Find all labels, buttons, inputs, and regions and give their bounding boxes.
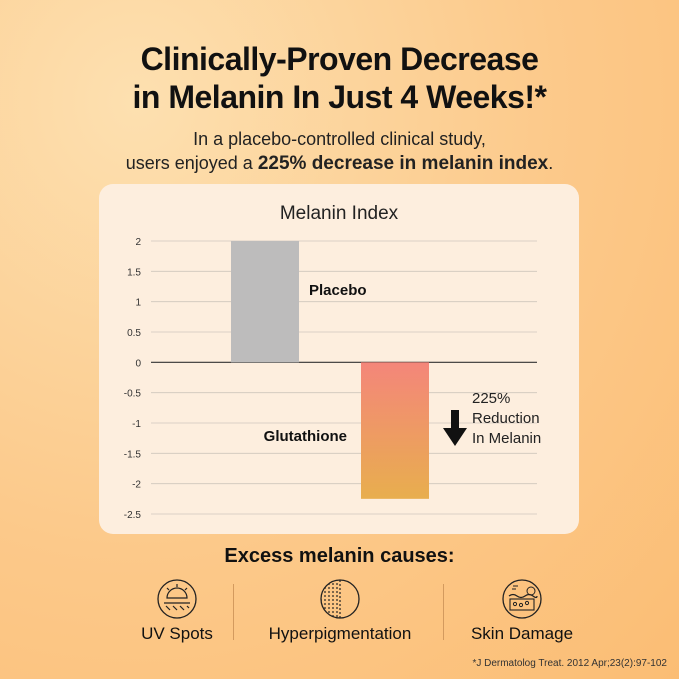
subtitle-line-2-suffix: . [548, 153, 554, 173]
cause-label-hyperpigmentation: Hyperpigmentation [268, 624, 412, 643]
y-tick-label: 1.5 [127, 267, 141, 278]
chart-card: Melanin Index 2 1.5 1 0.5 0 -0.5 -1 -1.5 -2 -2.5 … [99, 184, 579, 534]
chart-bars [231, 241, 429, 499]
y-tick-label: -1 [132, 419, 141, 430]
y-tick-label: -1.5 [124, 449, 142, 460]
headline: Clinically-Proven Decrease in Melanin In… [0, 40, 679, 116]
bar-label-glutathione: Glutathione [264, 428, 347, 445]
y-tick-label: -0.5 [124, 389, 142, 400]
cause-skin-damage: Skin Damage [460, 578, 584, 644]
y-tick-label: -2 [132, 480, 141, 491]
subtitle-line-1: In a placebo-controlled clinical study, [193, 129, 486, 149]
down-arrow-icon [443, 410, 467, 446]
annotation-line-2: Reduction [472, 410, 540, 427]
cause-uv-spots: UV Spots [126, 578, 228, 644]
bar-label-placebo: Placebo [309, 282, 367, 299]
bar-placebo [231, 241, 299, 363]
chart-title: Melanin Index [279, 203, 399, 224]
subtitle: In a placebo-controlled clinical study, … [0, 127, 679, 176]
subtitle-highlight: 225% decrease in melanin index [257, 153, 549, 174]
bar-labels: Placebo Glutathione [264, 282, 367, 445]
chart-grid [151, 240, 537, 515]
headline-line-1: Clinically-Proven Decrease [140, 41, 539, 77]
divider [443, 584, 444, 640]
y-axis-ticks: 2 1.5 1 0.5 0 -0.5 -1 -1.5 -2 -2.5 [124, 237, 142, 521]
cause-hyperpigmentation: Hyperpigmentation [250, 578, 430, 644]
skin-layer-icon [502, 579, 542, 619]
annotation-line-3: In Melanin [472, 430, 541, 447]
footnote: *J Dermatolog Treat. 2012 Apr;23(2):97-1… [472, 658, 667, 669]
headline-line-2: in Melanin In Just 4 Weeks!* [132, 79, 547, 115]
bar-glutathione [361, 362, 429, 499]
divider [233, 584, 234, 640]
melanin-index-chart: 2 1.5 1 0.5 0 -0.5 -1 -1.5 -2 -2.5 Placebo Glutath… [124, 237, 541, 521]
y-tick-label: -2.5 [124, 510, 142, 521]
cause-label-uv-spots: UV Spots [141, 624, 213, 643]
y-tick-label: 0 [135, 358, 141, 369]
annotation-line-1: 225% [472, 390, 510, 407]
y-tick-label: 2 [135, 237, 141, 248]
uv-sun-icon [157, 579, 197, 619]
cause-label-skin-damage: Skin Damage [470, 624, 574, 643]
causes-title: Excess melanin causes: [224, 545, 455, 567]
reduction-annotation: 225% Reduction In Melanin [443, 390, 541, 447]
subtitle-line-2-prefix: users enjoyed a [125, 153, 258, 173]
pigment-circle-icon [320, 579, 360, 619]
y-tick-label: 0.5 [127, 328, 141, 339]
y-tick-label: 1 [135, 298, 141, 309]
